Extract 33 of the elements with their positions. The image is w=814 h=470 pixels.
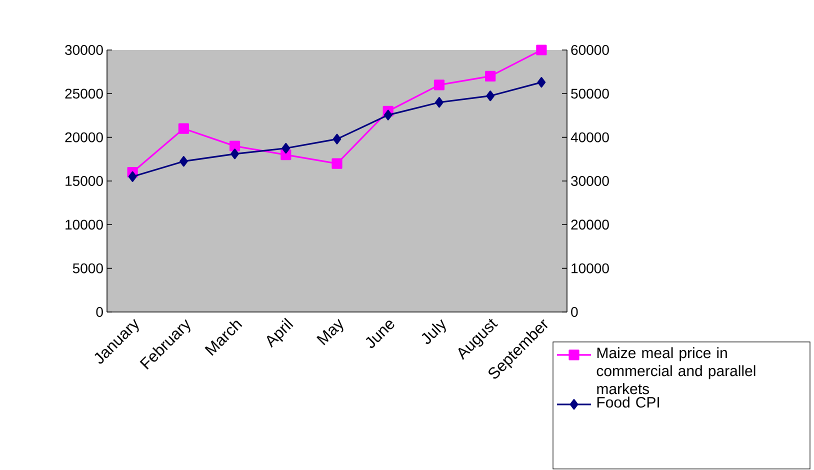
- point: [332, 134, 342, 144]
- point: [128, 171, 137, 182]
- point: [434, 80, 445, 90]
- point: [332, 158, 342, 169]
- y-tick-label: 0: [96, 307, 103, 317]
- legend-label: Food CPI: [597, 396, 659, 408]
- y2-tick-label: 0: [571, 307, 578, 317]
- point: [435, 97, 444, 108]
- legend-label: Maize meal price in commercial and parallel markets: [596, 347, 756, 394]
- y-tick-label: 25000: [65, 88, 103, 99]
- point: [282, 142, 290, 154]
- y2-tick-label: 60000: [571, 45, 609, 55]
- point: [384, 110, 392, 120]
- point: [485, 70, 496, 82]
- point: [230, 148, 239, 160]
- y2-tick-label: 40000: [570, 132, 609, 142]
- point: [180, 156, 188, 167]
- point: [486, 90, 495, 102]
- y2-tick-label: 20000: [571, 220, 609, 230]
- y-tick-label: 10000: [66, 220, 103, 230]
- point: [178, 123, 189, 134]
- y-tick-label: 30000: [65, 45, 103, 55]
- y2-tick-label: 30000: [571, 176, 609, 186]
- y-tick-label: 5000: [72, 263, 103, 274]
- point: [537, 77, 546, 88]
- point: [229, 140, 240, 152]
- y2-tick-label: 50000: [571, 88, 609, 99]
- y-tick-label: 20000: [65, 132, 103, 142]
- y2-tick-label: 10000: [572, 263, 609, 274]
- x-tick-label: May: [316, 318, 344, 346]
- x-tick-label: July: [422, 319, 446, 344]
- y-tick-label: 15000: [66, 176, 103, 186]
- point: [536, 44, 547, 56]
